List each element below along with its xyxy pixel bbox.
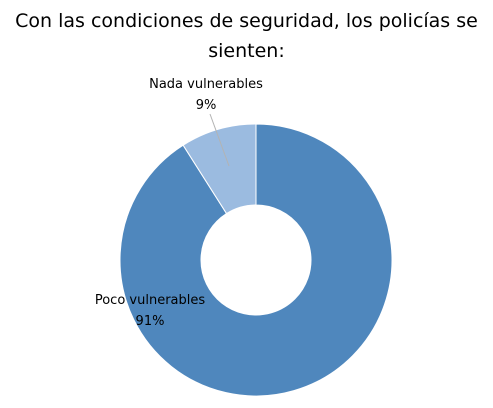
- slice-poco-vulnerables: [119, 123, 393, 397]
- data-labels-group: Poco vulnerables 91% Nada vulnerables 9%: [95, 77, 263, 329]
- slice-nada-vulnerables: [182, 123, 257, 215]
- data-label-name-nada-vulnerables: Nada vulnerables: [149, 77, 263, 92]
- leader-line-nada-vulnerables: [209, 113, 230, 167]
- chart-title: Con las condiciones de seguridad, los po…: [15, 10, 478, 62]
- data-label-value-nada-vulnerables: 9%: [196, 98, 217, 113]
- data-label-name-poco-vulnerables: Poco vulnerables: [95, 293, 206, 308]
- data-label-value-poco-vulnerables: 91%: [136, 314, 165, 329]
- slices-group: [119, 123, 393, 397]
- leader-lines-group: [209, 113, 230, 167]
